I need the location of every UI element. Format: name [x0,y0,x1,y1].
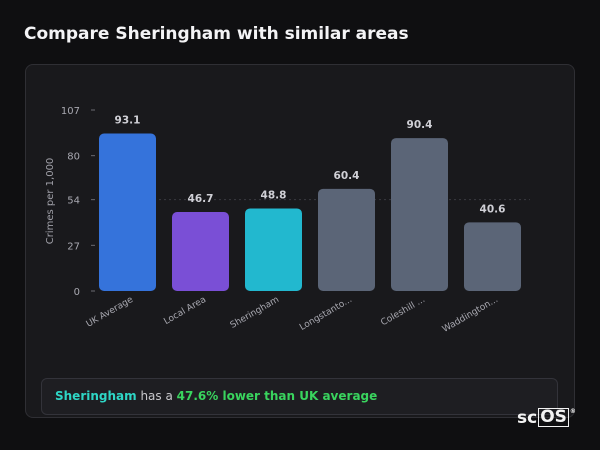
bar-series [99,133,521,291]
y-tick-label: 27 [67,241,80,252]
summary-middle-text: has a [136,389,177,403]
x-tick-label: Longstanto... [298,295,354,333]
bar[interactable] [172,212,229,291]
bar-value-label: 48.8 [261,189,287,201]
y-tick-label: 80 [67,152,80,163]
bar-value-label: 93.1 [115,115,141,127]
y-tick-label: 107 [61,106,80,117]
y-axis: 0 27 54 80 107 [61,106,530,298]
bar-value-label: 46.7 [188,193,214,205]
comparison-summary: Sheringham has a 47.6% lower than UK ave… [41,378,558,415]
scos-logo: sc OS ® [517,408,576,428]
bar[interactable] [318,188,375,291]
bar[interactable] [464,222,521,291]
value-labels: 93.1 46.7 48.8 60.4 90.4 40.6 [115,115,506,216]
summary-comparison: 47.6% lower than UK average [176,389,378,403]
bar[interactable] [99,133,156,291]
x-tick-label: Local Area [162,295,208,327]
y-tick-label: 0 [74,287,80,298]
y-axis-label: Crimes per 1,000 [45,158,56,245]
y-tick-label: 54 [67,196,80,207]
bar-value-label: 90.4 [407,119,433,131]
page-title: Compare Sheringham with similar areas [24,24,409,44]
bar[interactable] [391,138,448,291]
x-tick-label: UK Average [85,295,136,330]
summary-area-name: Sheringham [55,389,137,403]
bar-value-label: 40.6 [480,203,506,215]
logo-text: sc [517,408,538,428]
logo-boxed-text: OS [538,407,569,427]
x-axis-labels: UK Average Local Area Sheringham Longstanto… [85,295,500,335]
x-tick-label: Sheringham [229,295,281,331]
logo-registered-mark: ® [569,408,576,415]
x-tick-label: Coleshill ... [379,295,427,328]
x-tick-label: Waddington... [441,295,500,335]
bar-value-label: 60.4 [334,170,360,182]
bar[interactable] [245,208,302,291]
